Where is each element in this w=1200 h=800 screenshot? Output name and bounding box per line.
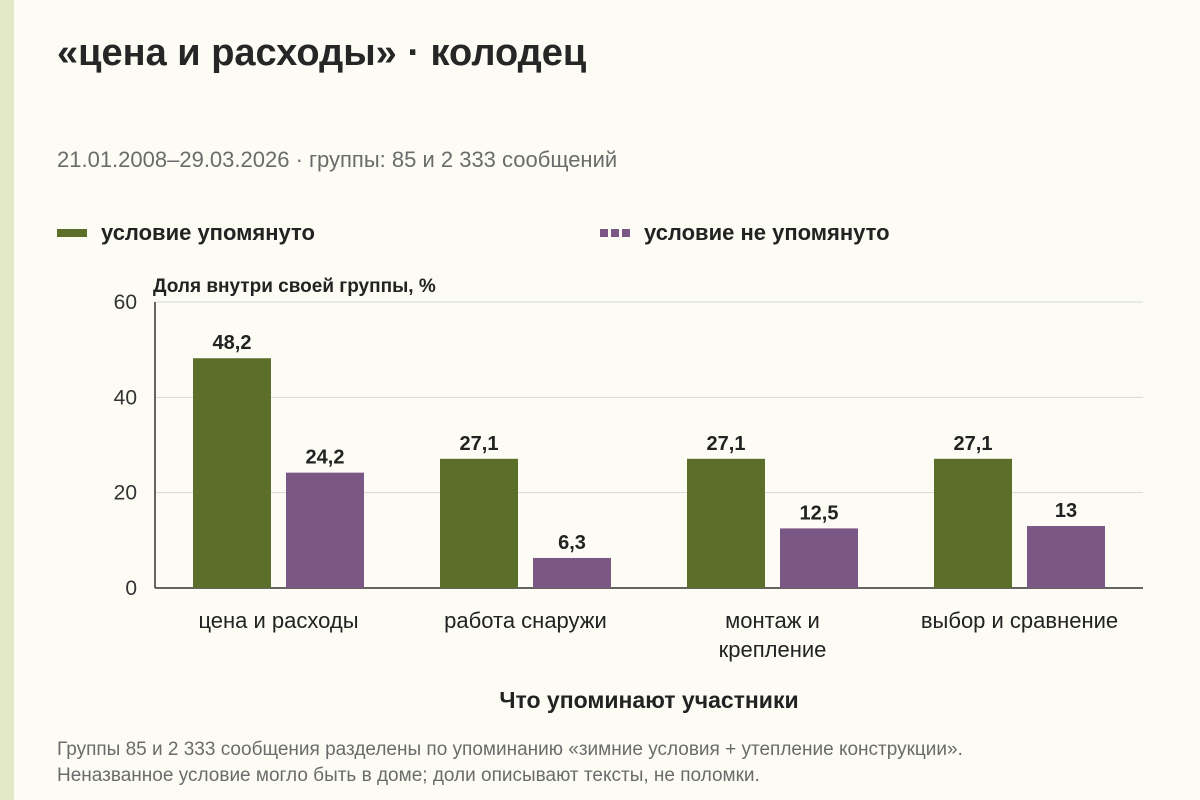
value-label-mentioned: 27,1 — [460, 433, 499, 455]
y-tick-label: 20 — [114, 482, 137, 505]
legend-swatch-mentioned — [57, 229, 87, 237]
x-tick-label: крепление — [719, 637, 827, 662]
value-label-mentioned: 27,1 — [707, 433, 746, 455]
x-tick-label: работа снаружи — [444, 608, 607, 633]
value-label-not-mentioned: 24,2 — [306, 447, 345, 469]
y-axis-label: Доля внутри своей группы, % — [153, 276, 436, 297]
side-stripe — [0, 0, 14, 800]
legend-label-not-mentioned: условие не упомянуто — [644, 220, 890, 245]
x-axis-label: Что упоминают участники — [499, 687, 798, 713]
bar-mentioned — [934, 458, 1012, 588]
y-tick-label: 40 — [114, 386, 137, 409]
chart-subtitle: 21.01.2008–29.03.2026 · группы: 85 и 2 3… — [57, 147, 618, 172]
bar-not-mentioned — [780, 528, 858, 588]
legend-label-mentioned: условие упомянуто — [101, 220, 315, 245]
bar-not-mentioned — [1027, 526, 1105, 588]
legend-swatch-not-mentioned — [600, 229, 630, 237]
value-label-mentioned: 27,1 — [954, 433, 993, 455]
value-label-mentioned: 48,2 — [213, 332, 252, 354]
bar-mentioned — [440, 458, 518, 588]
y-tick-label: 60 — [114, 291, 137, 314]
bar-mentioned — [687, 458, 765, 588]
bar-mentioned — [193, 358, 271, 588]
chart-title: «цена и расходы» · колодец — [57, 32, 587, 74]
x-tick-label: монтаж и — [725, 608, 820, 633]
x-tick-label: выбор и сравнение — [921, 608, 1118, 633]
y-tick-label: 0 — [125, 577, 137, 600]
bar-not-mentioned — [533, 557, 611, 588]
value-label-not-mentioned: 13 — [1055, 500, 1077, 522]
bar-not-mentioned — [286, 472, 364, 588]
legend-item-mentioned: условие упомянуто — [57, 219, 315, 247]
value-label-not-mentioned: 6,3 — [558, 532, 586, 554]
legend-item-not-mentioned: условие не упомянуто — [600, 219, 890, 247]
footnote: Группы 85 и 2 333 сообщения разделены по… — [57, 739, 963, 786]
value-label-not-mentioned: 12,5 — [800, 502, 839, 524]
x-tick-label: цена и расходы — [198, 608, 358, 633]
